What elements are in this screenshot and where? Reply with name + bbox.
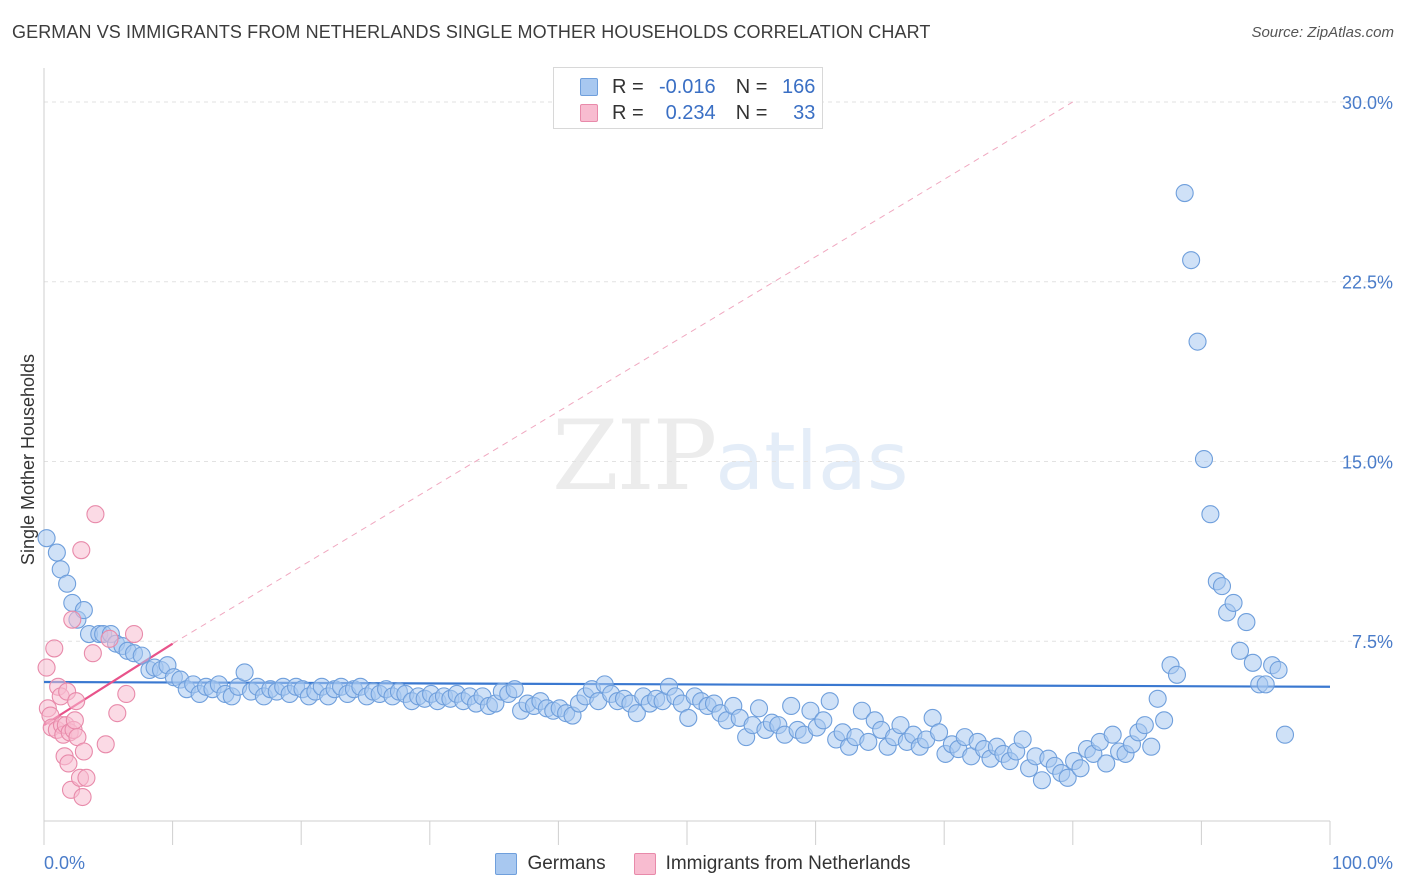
germans-point	[859, 732, 878, 751]
germans-point	[801, 701, 820, 720]
legend-row-germans: R = -0.016 N = 166	[580, 74, 815, 100]
y-tick-label: 22.5%	[1342, 273, 1393, 293]
legend-n-label: N =	[735, 75, 768, 98]
germans-point	[37, 529, 56, 548]
legend-r-value: 0.234	[665, 101, 716, 124]
legend-swatch-netherlands	[580, 104, 598, 122]
germans-point	[1256, 675, 1275, 694]
germans-point	[505, 680, 524, 699]
germans-point	[1188, 332, 1207, 351]
germans-point	[74, 601, 93, 620]
germans-point	[814, 711, 833, 730]
netherlands-point	[77, 768, 96, 787]
legend-n-value: 33	[793, 101, 816, 124]
chart-title: GERMAN VS IMMIGRANTS FROM NETHERLANDS SI…	[12, 22, 931, 42]
gridlines	[44, 101, 1392, 642]
germans-point	[1167, 665, 1187, 684]
netherlands-point	[73, 787, 92, 807]
netherlands-point	[100, 629, 119, 648]
series-legend-label-germans: Germans	[527, 853, 606, 874]
germans-point	[47, 543, 66, 562]
series-legend-label-netherlands: Immigrants from Netherlands	[665, 853, 911, 874]
legend-row-netherlands: R = 0.234 N = 33	[580, 100, 815, 126]
germans-point	[1212, 577, 1232, 596]
legend-n-value: 166	[782, 75, 816, 98]
germans-point	[1142, 737, 1161, 756]
series-legend-swatch-netherlands	[633, 853, 656, 875]
germans-point	[782, 696, 801, 716]
netherlands-point	[37, 658, 56, 677]
y-axis-title: Single Mother Households	[18, 354, 38, 565]
germans-point	[1032, 771, 1051, 790]
germans-point	[930, 723, 949, 742]
correlation-legend: R = -0.016 N = 166 R = 0.234 N = 33	[553, 67, 823, 129]
netherlands-trend-extension	[172, 101, 1074, 645]
y-tick-label: 15.0%	[1342, 452, 1393, 472]
data-points	[37, 183, 1295, 807]
germans-point	[1135, 716, 1154, 735]
netherlands-point	[83, 644, 102, 663]
germans-point	[852, 701, 871, 720]
germans-point	[627, 704, 646, 723]
netherlands-point	[45, 639, 64, 658]
germans-point	[1230, 641, 1250, 660]
germans-point	[1182, 251, 1201, 270]
germans-point	[1097, 754, 1116, 773]
legend-n-label: N =	[735, 101, 768, 124]
axes	[43, 68, 1331, 845]
y-tick-label: 7.5%	[1352, 632, 1393, 652]
series-legend: Germans Immigrants from Netherlands	[0, 851, 1406, 877]
germans-point	[132, 646, 151, 665]
germans-point	[1071, 759, 1090, 778]
series-legend-swatch-germans	[495, 853, 518, 875]
legend-r-value: -0.016	[658, 75, 716, 98]
series-legend-germans: Germans	[495, 853, 606, 875]
netherlands-point	[86, 505, 105, 524]
legend-r-label: R =	[612, 75, 644, 98]
germans-point	[1013, 730, 1032, 749]
germans-point	[679, 708, 698, 727]
netherlands-point	[63, 610, 82, 629]
germans-point	[1269, 660, 1288, 680]
germans-point	[1275, 725, 1295, 744]
netherlands-point	[96, 735, 115, 754]
netherlands-point	[124, 625, 144, 644]
netherlands-trend-line	[43, 642, 174, 727]
netherlands-point	[65, 711, 84, 730]
germans-point	[1103, 725, 1122, 744]
germans-point	[820, 692, 839, 711]
germans-point	[1237, 613, 1256, 632]
germans-point	[58, 574, 77, 593]
axis-labels: 7.5% 15.0% 22.5% 30.0% 0.0% 100.0% Single Moth…	[18, 93, 1393, 873]
y-tick-label: 30.0%	[1342, 93, 1393, 113]
chart-source: Source: ZipAtlas.com	[1251, 24, 1394, 41]
germans-point	[1058, 768, 1077, 787]
germans-point	[1201, 505, 1220, 524]
legend-swatch-germans	[580, 78, 598, 96]
germans-point	[1175, 183, 1194, 203]
germans-point	[1243, 653, 1262, 672]
trend-lines	[43, 101, 1331, 727]
x-tick-label: 100.0%	[1332, 853, 1393, 873]
netherlands-point	[59, 754, 78, 773]
germans-point	[1155, 711, 1174, 730]
netherlands-point	[74, 742, 93, 761]
netherlands-point	[72, 541, 91, 560]
watermark-zip: ZIP	[552, 400, 717, 512]
netherlands-point	[117, 684, 136, 704]
germans-point	[1224, 593, 1243, 612]
netherlands-point	[67, 692, 86, 711]
netherlands-point	[108, 704, 127, 723]
germans-point	[235, 663, 254, 682]
germans-point	[749, 699, 769, 718]
series-legend-netherlands: Immigrants from Netherlands	[633, 853, 911, 875]
germans-point	[1194, 450, 1214, 469]
germans-point	[891, 716, 910, 735]
x-tick-label: 0.0%	[44, 853, 85, 873]
legend-r-label: R =	[612, 101, 644, 124]
germans-point	[1148, 689, 1167, 708]
